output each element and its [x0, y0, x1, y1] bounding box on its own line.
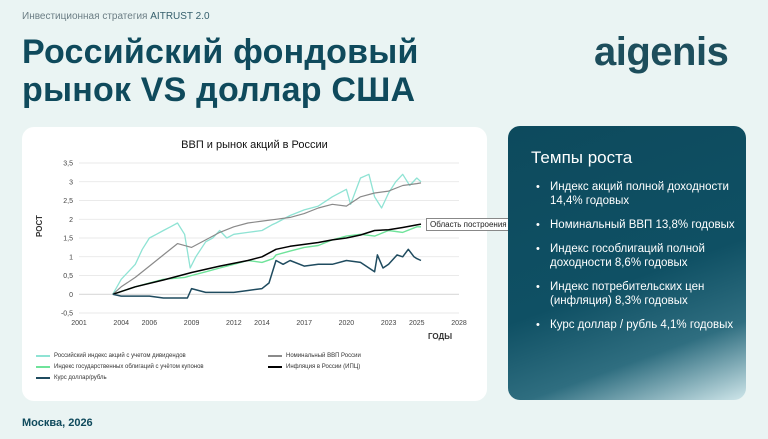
y-tick-label: 3,5 — [63, 161, 73, 168]
page-title: Российский фондовый рынок VS доллар США — [22, 33, 419, 109]
legend-item: Индекс государственных облигаций с учёто… — [36, 364, 204, 370]
legend-label: Курс доллар/рубль — [54, 375, 107, 381]
strategy-subtitle: Инвестиционная стратегия AITRUST 2.0 — [22, 11, 210, 22]
x-tick-label: 2001 — [71, 320, 87, 327]
legend-swatch — [36, 355, 50, 357]
series-line-1 — [112, 182, 422, 295]
x-tick-label: 2006 — [142, 320, 158, 327]
legend-swatch — [36, 366, 50, 368]
x-tick-label: 2025 — [409, 320, 425, 327]
legend-item: Инфляция в России (ИПЦ) — [268, 364, 360, 370]
aigenis-logo: aigenis — [594, 30, 729, 74]
x-tick-label: 2028 — [451, 320, 467, 327]
x-tick-label: 2023 — [381, 320, 397, 327]
growth-rates-list: Индекс акций полной доходности 14,4% год… — [532, 180, 737, 342]
growth-rates-title: Темпы роста — [531, 148, 633, 167]
y-tick-label: 3 — [69, 179, 73, 186]
legend-label: Номинальный ВВП России — [286, 353, 361, 359]
y-tick-label: 1,5 — [63, 236, 73, 243]
legend-swatch — [36, 377, 50, 379]
series-line-4 — [112, 248, 422, 299]
y-tick-label: -0,5 — [61, 311, 73, 318]
footer-location-year: Москва, 2026 — [22, 417, 93, 429]
legend-swatch — [268, 366, 282, 368]
chart-card: ВВП и рынок акций в России -0,5 0 0,5 1 1,5 2… — [22, 127, 511, 401]
legend-item: Курс доллар/рубль — [36, 375, 107, 381]
y-tick-label: 2 — [69, 217, 73, 224]
legend-swatch — [268, 355, 282, 357]
growth-item-gdp: Номинальный ВВП 13,8% годовых — [532, 218, 737, 232]
legend-label: Инфляция в России (ИПЦ) — [286, 364, 361, 370]
legend-label: Индекс государственных облигаций с учёто… — [54, 364, 204, 370]
title-line-2: рынок VS доллар США — [22, 71, 416, 109]
legend-label: Российский индекс акций с учетом дивиден… — [54, 353, 186, 359]
x-tick-label: 2012 — [226, 320, 242, 327]
series-line-3 — [112, 223, 422, 296]
legend-item: Российский индекс акций с учетом дивиден… — [36, 353, 186, 359]
chart-title: ВВП и рынок акций в России — [181, 139, 328, 151]
title-line-1: Российский фондовый — [22, 33, 419, 71]
x-tick-label: 2014 — [254, 320, 270, 327]
x-tick-label: 2009 — [184, 320, 200, 327]
x-axis-title: ГОДЫ — [428, 332, 452, 341]
growth-rates-card: Темпы роста Индекс акций полной доходнос… — [508, 126, 746, 400]
legend-item: Номинальный ВВП России — [268, 353, 361, 359]
growth-item-stocks: Индекс акций полной доходности 14,4% год… — [532, 180, 737, 208]
y-tick-label: 0,5 — [63, 273, 73, 280]
y-tick-label: 0 — [69, 292, 73, 299]
line-chart: -0,5 0 0,5 1 1,5 2 2,5 3 3,5 2001 2004 2006 2009 2012… — [35, 161, 467, 342]
series-line-0 — [112, 173, 422, 295]
y-axis-title: РОСТ — [35, 215, 44, 237]
growth-item-cpi: Индекс потребительских цен (инфляция) 8,… — [532, 280, 737, 308]
y-tick-label: 2,5 — [63, 198, 73, 205]
series-line-2 — [112, 226, 421, 295]
plot-area-tooltip: Область построения — [426, 218, 511, 231]
growth-item-bonds: Индекс гособлигаций полной доходности 8,… — [532, 242, 737, 270]
x-tick-label: 2017 — [296, 320, 312, 327]
y-tick-label: 1 — [69, 254, 73, 261]
growth-item-usd: Курс доллар / рубль 4,1% годовых — [532, 318, 737, 332]
x-tick-label: 2004 — [113, 320, 129, 327]
x-tick-label: 2020 — [339, 320, 355, 327]
